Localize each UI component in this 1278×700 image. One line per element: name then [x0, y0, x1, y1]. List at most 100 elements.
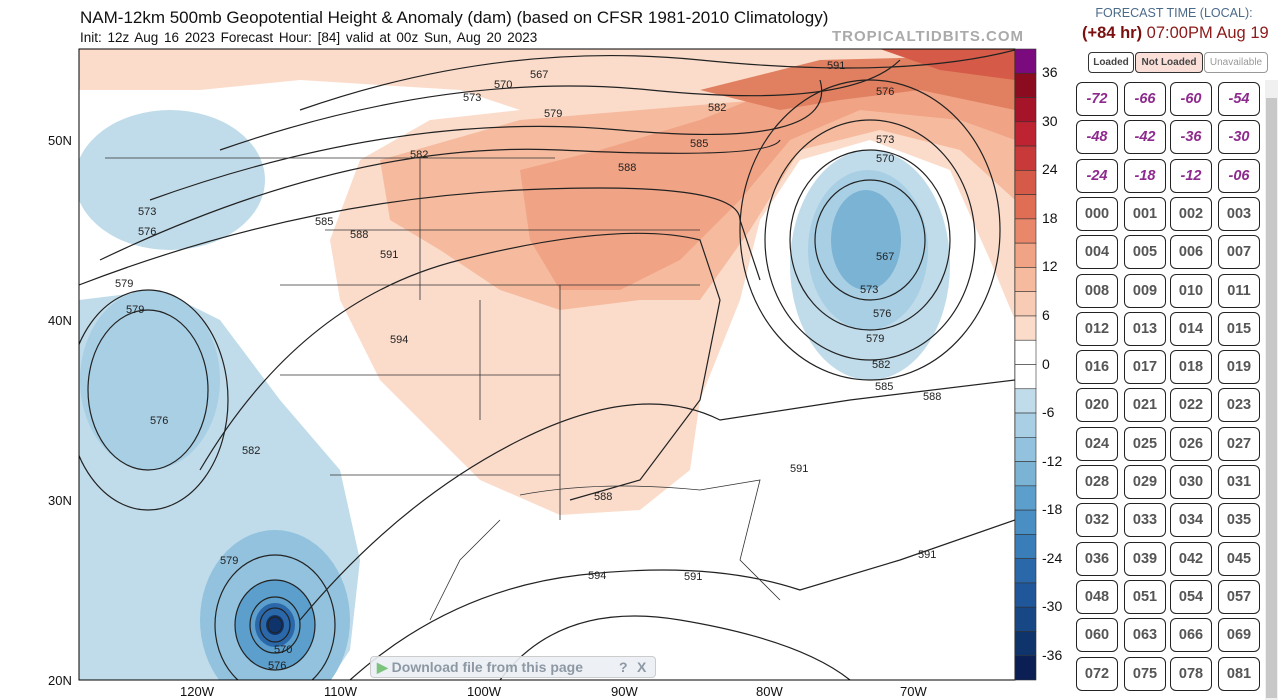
forecast-hour-button[interactable]: 016: [1076, 350, 1118, 385]
contour-label: 585: [315, 216, 333, 228]
contour-label: 582: [410, 149, 428, 161]
forecast-hour-button[interactable]: 005: [1124, 235, 1166, 270]
forecast-hour-button[interactable]: 072: [1076, 656, 1118, 691]
forecast-hour-button[interactable]: 001: [1124, 196, 1166, 231]
contour-label: 585: [690, 138, 708, 150]
forecast-hour-button[interactable]: 033: [1124, 503, 1166, 538]
contour-label: 579: [866, 333, 884, 345]
forecast-hour-button[interactable]: -36: [1170, 120, 1212, 155]
forecast-hour-button[interactable]: -12: [1170, 158, 1212, 193]
scrollbar[interactable]: [1265, 80, 1278, 700]
contour-label: 591: [918, 549, 936, 561]
forecast-hour-button[interactable]: -72: [1076, 82, 1118, 116]
height-contours: [79, 49, 1015, 680]
forecast-hour-button[interactable]: 006: [1170, 235, 1212, 270]
contour-label: 576: [873, 308, 891, 320]
forecast-hour-button[interactable]: -48: [1076, 120, 1118, 155]
forecast-hour-button[interactable]: 051: [1124, 579, 1166, 614]
contour-label: 582: [242, 445, 260, 457]
forecast-hour-button[interactable]: 002: [1170, 196, 1212, 231]
forecast-hour-button[interactable]: 007: [1218, 235, 1260, 270]
forecast-hour-button[interactable]: -30: [1218, 120, 1260, 155]
forecast-hour-button[interactable]: 060: [1076, 618, 1118, 653]
forecast-hour-button[interactable]: 011: [1218, 273, 1260, 308]
close-icon[interactable]: X: [637, 659, 647, 675]
forecast-hour-button[interactable]: 066: [1170, 618, 1212, 653]
download-label[interactable]: Download file from this page: [391, 659, 584, 675]
help-icon[interactable]: ?: [619, 659, 628, 675]
contour-label: 576: [138, 226, 156, 238]
colorbar-swatch: [1014, 194, 1037, 220]
forecast-hour-button[interactable]: -42: [1124, 120, 1166, 155]
map-subtitle: Init: 12z Aug 16 2023 Forecast Hour: [84…: [80, 30, 538, 45]
forecast-hour-button[interactable]: 021: [1124, 388, 1166, 423]
forecast-hour-button[interactable]: 048: [1076, 579, 1118, 614]
forecast-hour-button[interactable]: -54: [1218, 82, 1260, 116]
contour-label: 567: [876, 251, 894, 263]
forecast-hour-button[interactable]: 004: [1076, 235, 1118, 270]
forecast-hour-button[interactable]: 027: [1218, 426, 1260, 461]
forecast-panel: FORECAST TIME (LOCAL): (+84 hr) 07:00PM …: [1070, 0, 1278, 700]
forecast-hour-button[interactable]: 035: [1218, 503, 1260, 538]
forecast-hour-button[interactable]: 013: [1124, 311, 1166, 346]
forecast-hour-button[interactable]: 036: [1076, 541, 1118, 576]
forecast-hour-button[interactable]: 026: [1170, 426, 1212, 461]
colorbar-swatch: [1014, 412, 1037, 438]
colorbar-swatch: [1014, 121, 1037, 147]
lon-label: 110W: [324, 684, 357, 699]
lon-label: 80W: [756, 684, 783, 699]
forecast-hour-button[interactable]: 014: [1170, 311, 1212, 346]
download-bar[interactable]: ▶ Download file from this page ? X: [370, 656, 656, 678]
forecast-hour-button[interactable]: 045: [1218, 541, 1260, 576]
forecast-hour-button[interactable]: 054: [1170, 579, 1212, 614]
forecast-hour-button[interactable]: 069: [1218, 618, 1260, 653]
forecast-hour-button[interactable]: 025: [1124, 426, 1166, 461]
forecast-hour-button[interactable]: 012: [1076, 311, 1118, 346]
forecast-hour-button[interactable]: -18: [1124, 158, 1166, 193]
forecast-hour-button[interactable]: -24: [1076, 158, 1118, 193]
forecast-hour-button[interactable]: 017: [1124, 350, 1166, 385]
forecast-hour-button[interactable]: 019: [1218, 350, 1260, 385]
forecast-hour-button[interactable]: 008: [1076, 273, 1118, 308]
colorbar-swatch: [1014, 582, 1037, 608]
forecast-hour-button[interactable]: 031: [1218, 465, 1260, 499]
lon-label: 100W: [467, 684, 501, 699]
contour-label: 582: [708, 102, 726, 114]
lon-label: 120W: [180, 684, 214, 699]
colorbar-swatch: [1014, 170, 1037, 195]
forecast-hour-button[interactable]: 023: [1218, 388, 1260, 423]
contour-label: 573: [860, 284, 878, 296]
forecast-hour-button[interactable]: 029: [1124, 465, 1166, 499]
contour-label: 588: [594, 491, 612, 503]
forecast-hour-button[interactable]: 010: [1170, 273, 1212, 308]
forecast-hour-button[interactable]: 034: [1170, 503, 1212, 538]
forecast-hour-button[interactable]: 042: [1170, 541, 1212, 576]
colorbar-swatch: [1014, 48, 1037, 74]
scrollbar-thumb[interactable]: [1266, 98, 1277, 698]
forecast-hour-button[interactable]: 024: [1076, 426, 1118, 461]
forecast-hour-button[interactable]: 081: [1218, 656, 1260, 691]
colorbar-label: 12: [1042, 258, 1058, 275]
forecast-hour-button[interactable]: 022: [1170, 388, 1212, 423]
forecast-hour-button[interactable]: 032: [1076, 503, 1118, 538]
forecast-hour-button[interactable]: 039: [1124, 541, 1166, 576]
forecast-hour-button[interactable]: 075: [1124, 656, 1166, 691]
forecast-hour-button[interactable]: 063: [1124, 618, 1166, 653]
forecast-hour-button[interactable]: 009: [1124, 273, 1166, 308]
forecast-hour-button[interactable]: -06: [1218, 158, 1260, 193]
forecast-hour-button[interactable]: 057: [1218, 579, 1260, 614]
forecast-hour-button[interactable]: -60: [1170, 82, 1212, 116]
forecast-hour-button[interactable]: 030: [1170, 465, 1212, 499]
forecast-hour-button[interactable]: 078: [1170, 656, 1212, 691]
forecast-hour-button[interactable]: 003: [1218, 196, 1260, 231]
forecast-hour-button[interactable]: 015: [1218, 311, 1260, 346]
forecast-local-time: 07:00PM Aug 19: [1146, 24, 1269, 42]
forecast-hour-button[interactable]: 020: [1076, 388, 1118, 423]
forecast-hour-button[interactable]: 000: [1076, 196, 1118, 231]
forecast-hour-button[interactable]: 018: [1170, 350, 1212, 385]
forecast-hour-button[interactable]: 028: [1076, 465, 1118, 499]
colorbar-swatch: [1014, 509, 1037, 535]
forecast-hour-button[interactable]: -66: [1124, 82, 1166, 116]
colorbar-swatch: [1014, 558, 1037, 584]
colorbar-label: -6: [1042, 404, 1055, 421]
